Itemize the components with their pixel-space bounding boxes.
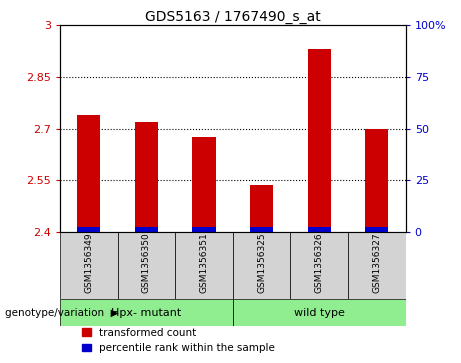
Bar — [77, 115, 100, 232]
Bar — [308, 227, 331, 232]
Bar — [233, 232, 290, 299]
Bar — [135, 227, 158, 232]
Bar — [77, 227, 100, 232]
Bar — [233, 299, 406, 326]
Text: GSM1356327: GSM1356327 — [372, 232, 381, 293]
Text: GSM1356349: GSM1356349 — [84, 232, 93, 293]
Bar — [308, 49, 331, 232]
Text: genotype/variation  ▶: genotype/variation ▶ — [5, 307, 118, 318]
Text: GSM1356326: GSM1356326 — [315, 232, 324, 293]
Bar — [250, 185, 273, 232]
Bar — [175, 232, 233, 299]
Text: GSM1356325: GSM1356325 — [257, 232, 266, 293]
Bar — [60, 232, 118, 299]
Bar — [290, 232, 348, 299]
Bar — [250, 227, 273, 232]
Text: wild type: wild type — [294, 307, 345, 318]
Legend: transformed count, percentile rank within the sample: transformed count, percentile rank withi… — [83, 328, 275, 353]
Text: GSM1356350: GSM1356350 — [142, 232, 151, 293]
Text: GSM1356351: GSM1356351 — [200, 232, 208, 293]
Text: Hpx- mutant: Hpx- mutant — [111, 307, 182, 318]
Bar — [193, 227, 216, 232]
Bar — [135, 122, 158, 232]
Bar — [365, 227, 388, 232]
Title: GDS5163 / 1767490_s_at: GDS5163 / 1767490_s_at — [145, 11, 321, 24]
Bar — [365, 129, 388, 232]
Bar — [118, 232, 175, 299]
Bar — [60, 299, 233, 326]
Bar — [193, 137, 216, 232]
Bar — [348, 232, 406, 299]
